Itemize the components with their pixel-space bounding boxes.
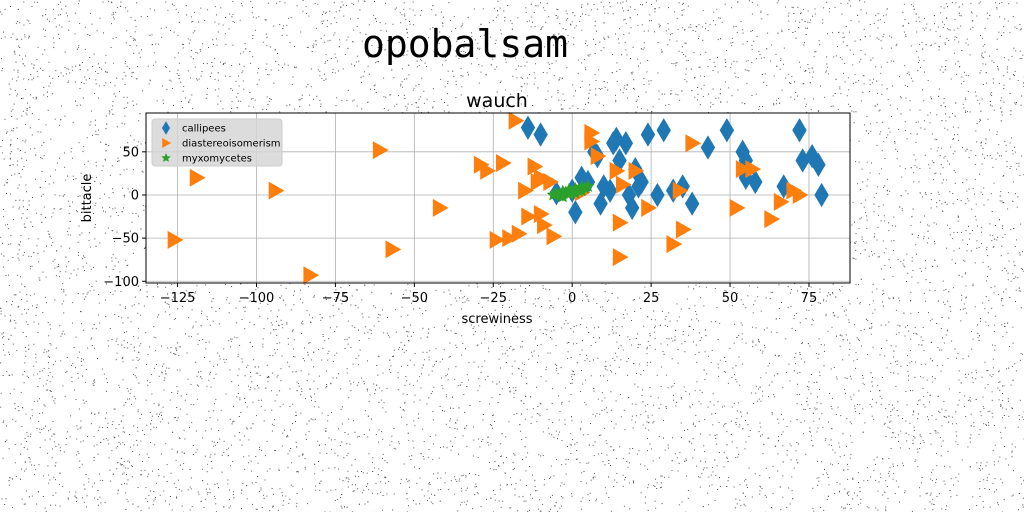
- data-point-diastereoisomerism: [612, 213, 629, 232]
- data-point-callipees: [593, 191, 608, 216]
- legend-marker-myxomycetes: [161, 153, 171, 163]
- data-point-callipees: [609, 126, 624, 152]
- data-point-callipees: [776, 174, 791, 199]
- legend-label-diastereoisomerism: diastereoisomerism: [182, 139, 281, 150]
- figure-suptitle: opobalsam: [362, 22, 568, 66]
- data-point-diastereoisomerism: [189, 168, 206, 187]
- data-point-diastereoisomerism: [672, 181, 689, 200]
- y-tick-label: −50: [112, 232, 139, 247]
- data-point-callipees: [634, 169, 649, 195]
- data-point-callipees: [675, 174, 690, 199]
- data-points: [167, 111, 829, 285]
- x-tick-label: 0: [568, 291, 576, 306]
- x-tick-label: 75: [801, 291, 818, 306]
- y-tick-label: 50: [122, 145, 139, 160]
- data-point-diastereoisomerism: [612, 248, 629, 267]
- data-point-diastereoisomerism: [735, 160, 752, 179]
- data-point-diastereoisomerism: [489, 230, 506, 249]
- data-point-callipees: [533, 122, 548, 147]
- y-tick-label: −100: [103, 275, 139, 290]
- data-point-myxomycetes: [568, 186, 582, 199]
- data-point-callipees: [624, 195, 640, 221]
- legend-marker-callipees: [162, 121, 170, 135]
- data-point-callipees: [568, 200, 583, 225]
- x-tick-label: −125: [160, 291, 196, 306]
- y-axis-label: bittacle: [80, 174, 95, 223]
- data-point-diastereoisomerism: [495, 154, 512, 173]
- data-point-callipees: [596, 174, 611, 199]
- legend-marker-diastereoisomerism: [162, 138, 171, 148]
- data-point-diastereoisomerism: [729, 198, 746, 217]
- data-point-diastereoisomerism: [609, 161, 626, 180]
- data-point-callipees: [602, 178, 618, 203]
- data-point-diastereoisomerism: [745, 160, 762, 179]
- x-tick-label: −25: [480, 291, 507, 306]
- legend-label-myxomycetes: myxomycetes: [182, 154, 252, 165]
- data-point-callipees: [719, 118, 735, 143]
- data-point-diastereoisomerism: [546, 227, 563, 246]
- data-point-callipees: [748, 169, 763, 195]
- data-point-diastereoisomerism: [537, 216, 553, 235]
- data-point-diastereoisomerism: [641, 198, 657, 217]
- data-point-callipees: [811, 152, 826, 177]
- data-point-diastereoisomerism: [303, 266, 320, 285]
- data-point-diastereoisomerism: [511, 224, 528, 243]
- data-point-diastereoisomerism: [666, 235, 683, 254]
- data-point-callipees: [621, 182, 637, 208]
- data-point-callipees: [684, 191, 700, 216]
- data-point-myxomycetes: [556, 189, 570, 203]
- series-diastereoisomerism: [167, 111, 809, 285]
- data-point-diastereoisomerism: [508, 111, 525, 130]
- x-tick-label: −50: [401, 291, 428, 306]
- data-point-diastereoisomerism: [628, 161, 645, 180]
- x-tick-label: 25: [643, 291, 660, 306]
- legend-box: [151, 118, 283, 167]
- data-point-diastereoisomerism: [675, 220, 692, 239]
- data-point-callipees: [792, 118, 807, 143]
- data-point-callipees: [640, 122, 656, 147]
- chart-title: wauch: [466, 90, 528, 112]
- data-point-diastereoisomerism: [764, 210, 781, 229]
- x-tick-labels: −125 −100 −75 −50 −25 0 25 50 75: [160, 283, 818, 306]
- series-myxomycetes: [546, 179, 595, 203]
- x-tick-label: 50: [722, 291, 739, 306]
- y-tick-label: 0: [131, 188, 139, 203]
- x-tick-label: −75: [322, 291, 349, 306]
- data-point-diastereoisomerism: [773, 192, 790, 211]
- data-point-myxomycetes: [575, 183, 589, 197]
- data-point-diastereoisomerism: [685, 134, 702, 153]
- data-point-diastereoisomerism: [792, 185, 809, 204]
- data-point-callipees: [656, 118, 671, 143]
- data-point-diastereoisomerism: [432, 198, 449, 217]
- data-point-callipees: [700, 135, 716, 160]
- x-axis-label: screwiness: [461, 312, 532, 327]
- data-point-diastereoisomerism: [167, 230, 184, 249]
- data-point-diastereoisomerism: [584, 132, 601, 151]
- data-point-callipees: [618, 131, 634, 156]
- data-point-diastereoisomerism: [533, 168, 550, 187]
- data-point-diastereoisomerism: [518, 181, 534, 200]
- axes-frame: [145, 112, 851, 284]
- axes: [145, 112, 851, 284]
- y-tick-labels: −100 −50 0 50: [103, 145, 146, 290]
- x-tick-label: −100: [239, 291, 275, 306]
- data-point-callipees: [520, 115, 536, 140]
- data-point-diastereoisomerism: [521, 207, 537, 226]
- data-point-diastereoisomerism: [385, 240, 402, 259]
- data-point-diastereoisomerism: [527, 157, 544, 176]
- data-point-diastereoisomerism: [590, 147, 607, 166]
- data-point-diastereoisomerism: [268, 181, 285, 200]
- data-point-diastereoisomerism: [480, 161, 496, 180]
- legend-label-callipees: callipees: [182, 124, 226, 135]
- data-point-diastereoisomerism: [502, 229, 519, 248]
- data-point-callipees: [650, 182, 665, 208]
- data-point-diastereoisomerism: [615, 175, 632, 194]
- data-point-callipees: [814, 182, 829, 208]
- legend: callipees diastereoisomerism myxomycetes: [151, 118, 283, 167]
- data-point-diastereoisomerism: [372, 141, 389, 160]
